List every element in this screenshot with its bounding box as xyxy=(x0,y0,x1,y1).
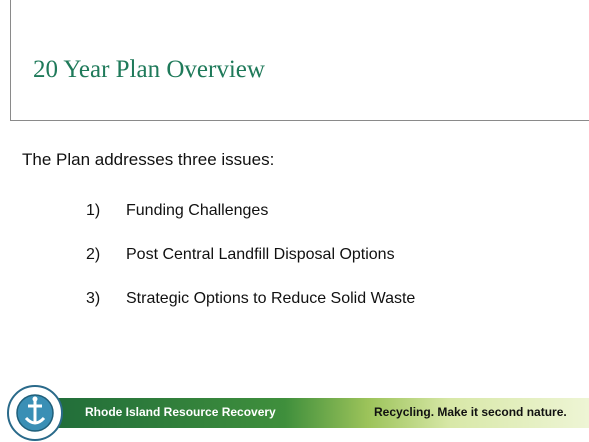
frame-line xyxy=(10,120,589,121)
footer-bar xyxy=(36,398,589,428)
list-item: 3) Strategic Options to Reduce Solid Wast… xyxy=(86,290,415,308)
intro-text: The Plan addresses three issues: xyxy=(22,150,275,169)
logo xyxy=(7,385,63,441)
item-number: 3) xyxy=(86,290,101,307)
item-text: Strategic Options to Reduce Solid Waste xyxy=(126,290,416,307)
footer-organization: Rhode Island Resource Recovery xyxy=(85,405,276,419)
item-text: Post Central Landfill Disposal Options xyxy=(126,246,395,263)
item-text: Funding Challenges xyxy=(126,202,269,219)
footer-slogan: Recycling. Make it second nature. xyxy=(374,405,567,419)
slide-title: 20 Year Plan Overview xyxy=(33,56,265,83)
list-item: 2) Post Central Landfill Disposal Options xyxy=(86,246,395,264)
frame-line xyxy=(10,0,11,120)
item-number: 2) xyxy=(86,246,101,263)
item-number: 1) xyxy=(86,202,101,219)
list-item: 1) Funding Challenges xyxy=(86,202,268,220)
